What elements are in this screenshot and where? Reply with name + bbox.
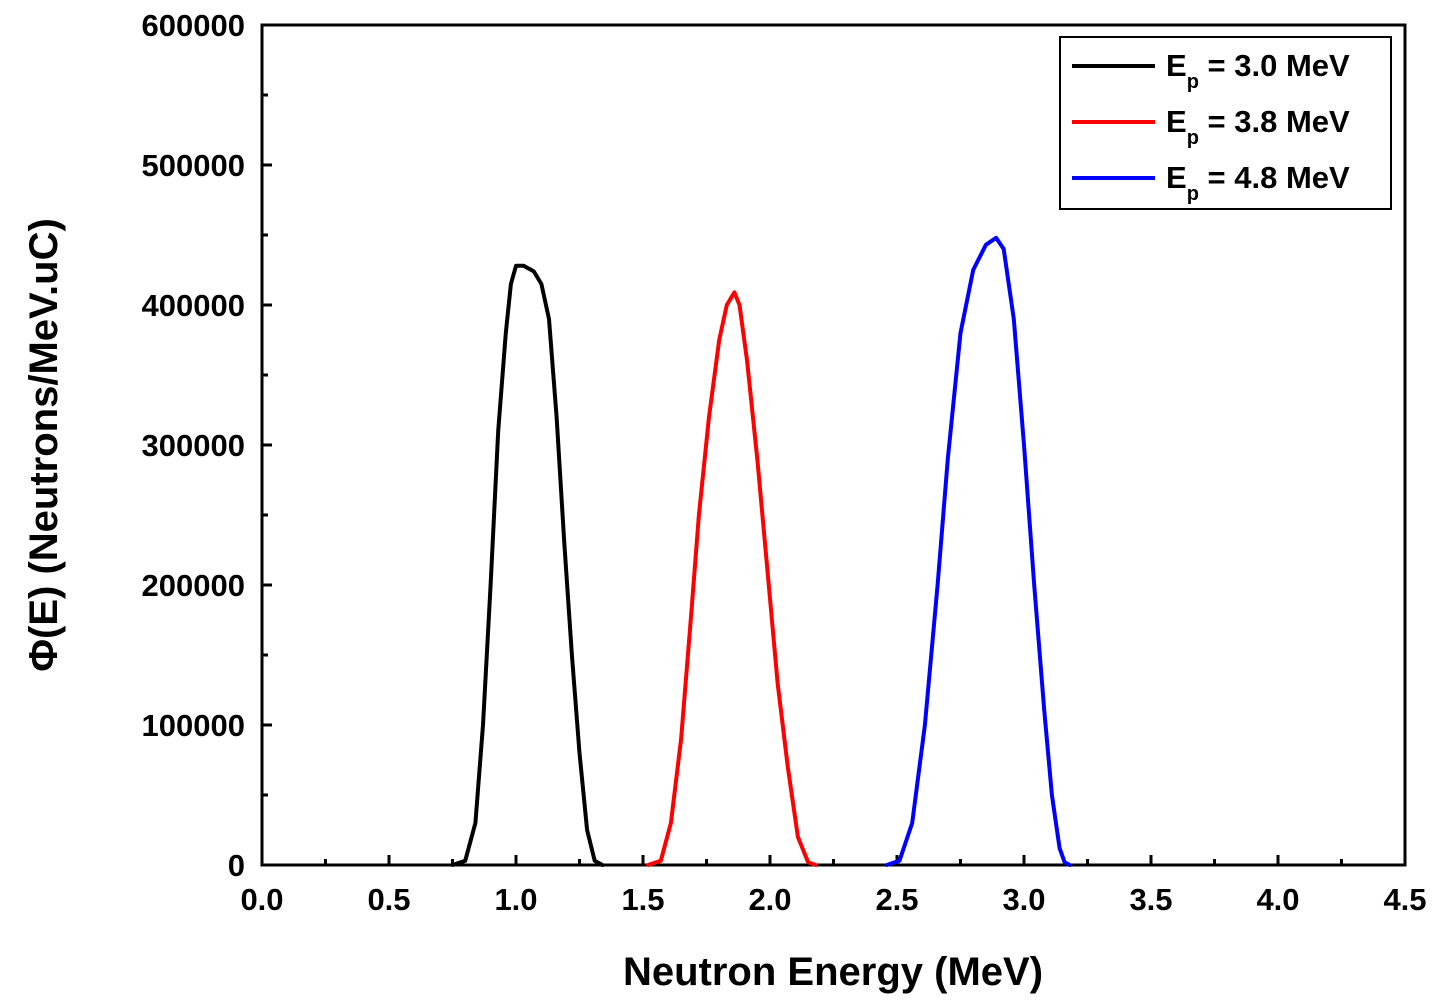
x-tick-label: 1.0 <box>494 882 537 917</box>
legend-label-2: Ep = 4.8 MeV <box>1166 160 1350 205</box>
x-tick-label: 4.5 <box>1383 882 1426 917</box>
y-tick-label: 0 <box>228 848 245 883</box>
x-axis: 0.0 0.5 1.0 1.5 2.0 2.5 3.0 3.5 4.0 4.5 <box>240 855 1427 917</box>
y-tick-label: 200000 <box>142 568 245 603</box>
x-tick-label: 1.5 <box>621 882 664 917</box>
series-line-2 <box>884 235 1072 867</box>
y-tick-label: 100000 <box>142 708 245 743</box>
x-axis-title: Neutron Energy (MeV) <box>623 950 1043 994</box>
y-tick-label: 600000 <box>142 8 245 43</box>
y-tick-label: 300000 <box>142 428 245 463</box>
series-line-1 <box>646 290 818 867</box>
x-tick-label: 0.0 <box>240 882 283 917</box>
x-tick-label: 4.0 <box>1256 882 1299 917</box>
y-tick-label: 500000 <box>142 148 245 183</box>
x-tick-label: 2.5 <box>875 882 918 917</box>
legend: Ep = 3.0 MeV Ep = 3.8 MeV Ep = 4.8 MeV <box>1059 36 1392 210</box>
y-tick-label: 400000 <box>142 288 245 323</box>
legend-label-0: Ep = 3.0 MeV <box>1166 48 1350 93</box>
series-group <box>450 235 1072 867</box>
y-axis: 0 100000 200000 300000 400000 500000 600000 <box>142 8 272 883</box>
y-axis-title: Φ(E) (Neutrons/MeV.uC) <box>22 218 66 672</box>
x-tick-label: 3.0 <box>1002 882 1045 917</box>
legend-label-1: Ep = 3.8 MeV <box>1166 104 1350 149</box>
series-line-0 <box>450 263 605 867</box>
x-tick-label: 2.0 <box>748 882 791 917</box>
x-tick-label: 0.5 <box>367 882 410 917</box>
x-tick-label: 3.5 <box>1129 882 1172 917</box>
